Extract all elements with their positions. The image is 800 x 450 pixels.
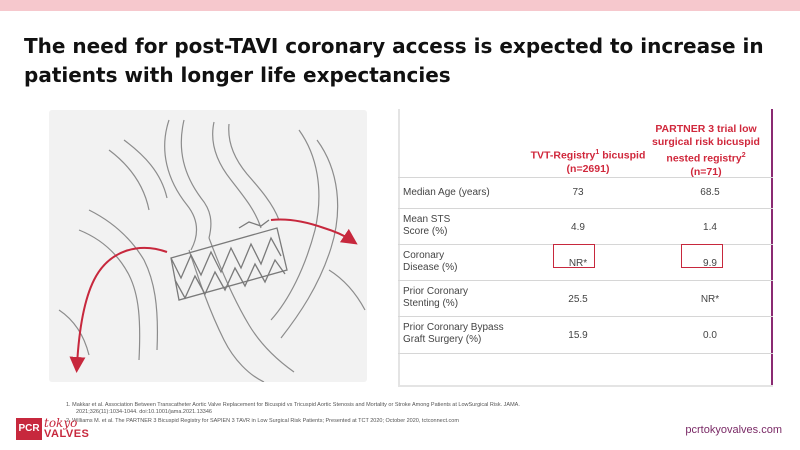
partner3-value: 68.5 [700, 187, 720, 198]
footer-url[interactable]: pcrtokyovalves.com [685, 424, 782, 436]
row-label-line2: Stenting (%) [403, 298, 459, 309]
row-label-line2: Score (%) [403, 226, 448, 237]
footnote-1-cont: 2021;326(11):1034-1044. doi:10.1001/jama… [76, 409, 796, 416]
column-header-partner3-n: (n=71) [690, 165, 722, 178]
column-header-tvt-sup: 1 [595, 149, 600, 156]
aortic-root-tavi-illustration [49, 110, 367, 382]
footnote-1: 1. Makkar et al. Association Between Tra… [66, 402, 786, 409]
row-label: Median Age (years) [403, 187, 490, 199]
row-label-line1: Prior Coronary [403, 286, 469, 297]
logo-pcr-block: PCR [16, 418, 42, 440]
column-header-partner3-sup: 2 [741, 152, 746, 159]
row-label-line2: Disease (%) [403, 262, 458, 273]
column-header-partner3-line2: surgical risk bicuspid [652, 136, 760, 148]
column-header-tvt-label: TVT-Registry [530, 149, 596, 162]
partner3-value: 0.0 [703, 330, 717, 341]
flow-arrows [69, 218, 358, 373]
table-row: Prior Coronary Bypass Graft Surgery (%) 1… [398, 316, 773, 354]
tvt-value: 25.5 [568, 294, 588, 305]
registry-comparison-table: TVT-Registry1 bicuspid (n=2691) PARTNER … [398, 109, 773, 387]
top-banner [0, 0, 800, 11]
column-header-partner3-line1: PARTNER 3 trial low [655, 123, 757, 135]
column-header-tvt-n: (n=2691) [566, 162, 610, 175]
column-header-partner3-line3: nested registry [666, 152, 742, 165]
row-label-line2: Graft Surgery (%) [403, 334, 482, 345]
footnote-2: 2. Williams M. et al. The PARTNER 3 Bicu… [66, 418, 786, 425]
vessel-outlines [58, 119, 366, 382]
tvt-value: 4.9 [571, 222, 585, 233]
tvt-value: 73 [572, 187, 584, 198]
tvt-value: NR* [568, 258, 588, 269]
table-row: Mean STS Score (%) 4.9 1.4 [398, 208, 773, 244]
stent-frame [170, 219, 288, 301]
column-header-tvt-label-rest: bicuspid [599, 149, 646, 162]
row-label: Mean STS Score (%) [403, 214, 450, 238]
column-header-partner3: PARTNER 3 trial low surgical risk bicusp… [642, 123, 770, 179]
row-label-line1: Prior Coronary Bypass [403, 322, 504, 333]
table-right-border [771, 109, 773, 387]
table-left-border [398, 109, 400, 387]
row-label-line1: Coronary [403, 250, 445, 261]
footnote-2-text: 2. Williams M. et al. The PARTNER 3 Bicu… [66, 418, 459, 424]
logo-valves-text: VALVES [44, 428, 90, 440]
footnote-1-line2: 2021;326(11):1034-1044. doi:10.1001/jama… [76, 409, 212, 415]
table-row: Median Age (years) 73 68.5 [398, 177, 773, 208]
partner3-value: 9.9 [703, 258, 717, 269]
pcr-tokyo-valves-logo: PCR tokyo VALVES [16, 416, 106, 442]
illustration-svg [58, 119, 366, 382]
highlight-box-tvt-coronary [553, 244, 595, 268]
column-header-tvt: TVT-Registry1 bicuspid (n=2691) [518, 146, 658, 176]
slide-title: The need for post-TAVI coronary access i… [24, 34, 764, 87]
row-label: Prior Coronary Stenting (%) [403, 286, 468, 310]
footnote-1-line1: 1. Makkar et al. Association Between Tra… [66, 402, 520, 408]
partner3-value: NR* [700, 294, 720, 305]
partner3-value: 1.4 [703, 222, 717, 233]
logo-tokyo-text: tokyo [44, 416, 78, 430]
row-label: Prior Coronary Bypass Graft Surgery (%) [403, 322, 504, 346]
row-label-line1: Mean STS [403, 214, 451, 225]
tvt-value: 15.9 [568, 330, 588, 341]
row-label-line1: Median Age (years) [403, 187, 490, 198]
highlight-box-partner3-coronary [681, 244, 723, 268]
table-bottom-border [398, 385, 773, 387]
row-label: Coronary Disease (%) [403, 250, 457, 274]
table-row: Prior Coronary Stenting (%) 25.5 NR* [398, 280, 773, 316]
